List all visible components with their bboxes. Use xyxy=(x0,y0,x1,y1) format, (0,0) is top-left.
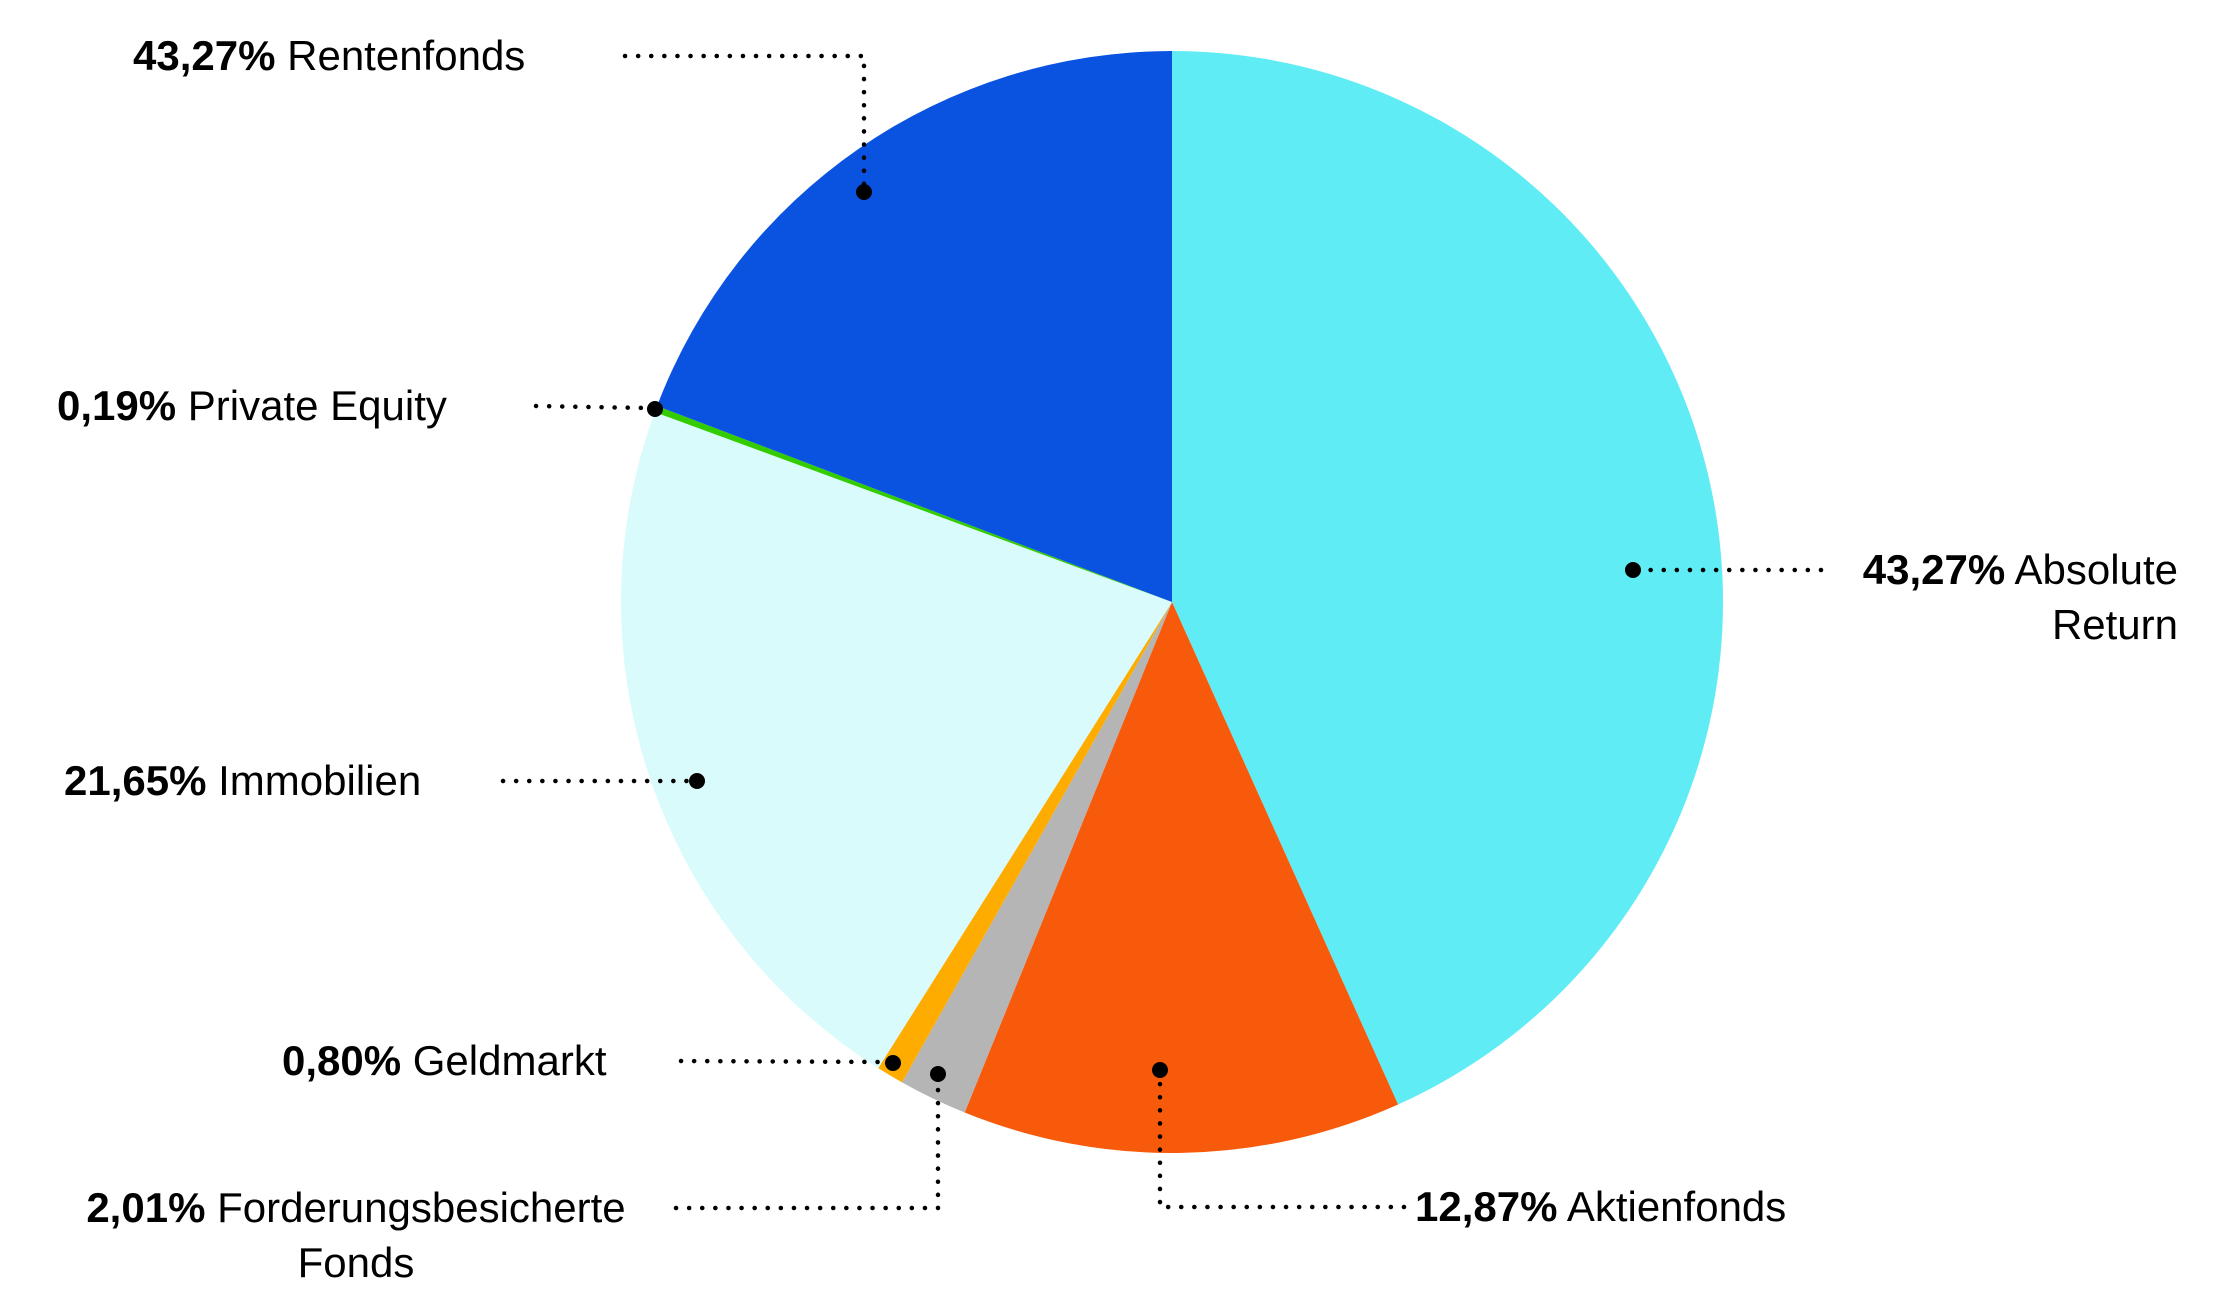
leader-dot-private-equity xyxy=(647,401,663,417)
slice-value: 43,27% xyxy=(133,32,276,79)
leader-dot-forderungsbesicherte-fonds xyxy=(930,1066,946,1082)
slice-label-forderungsbesicherte-fonds: 2,01% Forderungsbesicherte Fonds xyxy=(36,1180,676,1291)
slice-value: 2,01% xyxy=(86,1184,206,1231)
slice-value: 43,27% xyxy=(1862,546,2006,593)
pie-slice-aktienfonds xyxy=(964,602,1399,1153)
slice-value: 0,19% xyxy=(57,382,177,429)
pie-slice-rentenfonds xyxy=(657,51,1172,602)
slice-name: Absolute Return xyxy=(2014,546,2178,649)
slice-label-geldmarkt: 0,80% Geldmarkt xyxy=(282,1033,606,1088)
leader-line-forderungsbesicherte-fonds xyxy=(673,1081,941,1211)
slice-value: 21,65% xyxy=(64,757,207,804)
leader-dot-rentenfonds xyxy=(856,184,872,200)
leader-dot-immobilien xyxy=(689,773,705,789)
slice-name: Geldmarkt xyxy=(412,1037,607,1084)
slice-name: Private Equity xyxy=(187,382,447,429)
pie-slice-geldmarkt xyxy=(878,602,1172,1083)
slice-label-rentenfonds: 43,27% Rentenfonds xyxy=(133,28,525,83)
slice-name: Forderungsbesicherte Fonds xyxy=(217,1184,626,1287)
slice-value: 12,87% xyxy=(1415,1183,1558,1230)
leader-lines xyxy=(500,53,1824,1211)
leader-line-private-equity xyxy=(533,403,648,411)
pie-slice-absolute-return xyxy=(1172,51,1724,1105)
leader-line-geldmarkt xyxy=(678,1058,886,1065)
slice-label-immobilien: 21,65% Immobilien xyxy=(64,753,421,808)
slice-name: Aktienfonds xyxy=(1566,1183,1787,1230)
slice-label-aktienfonds: 12,87% Aktienfonds xyxy=(1415,1179,1786,1234)
pie-slice-immobilien xyxy=(621,412,1172,1069)
leader-dot-absolute-return xyxy=(1625,562,1641,578)
pie-slice-private-equity xyxy=(654,405,1172,602)
slice-label-absolute-return: 43,27% Absolute Return xyxy=(1833,542,2178,653)
leader-line-rentenfonds xyxy=(622,53,867,187)
slice-label-private-equity: 0,19% Private Equity xyxy=(57,378,447,433)
slice-name: Rentenfonds xyxy=(287,32,526,79)
leader-line-aktienfonds xyxy=(1157,1077,1407,1210)
slice-name: Immobilien xyxy=(218,757,422,804)
slice-value: 0,80% xyxy=(282,1037,402,1084)
pie-slices xyxy=(621,51,1724,1153)
leader-dot-geldmarkt xyxy=(885,1055,901,1071)
leader-dot-aktienfonds xyxy=(1152,1062,1168,1078)
pie-slice-forderungsbesicherte-fonds xyxy=(902,602,1172,1113)
